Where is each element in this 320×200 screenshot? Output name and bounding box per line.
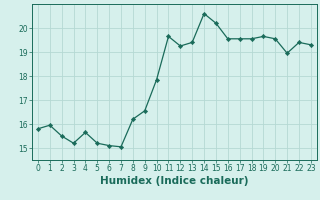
- X-axis label: Humidex (Indice chaleur): Humidex (Indice chaleur): [100, 176, 249, 186]
